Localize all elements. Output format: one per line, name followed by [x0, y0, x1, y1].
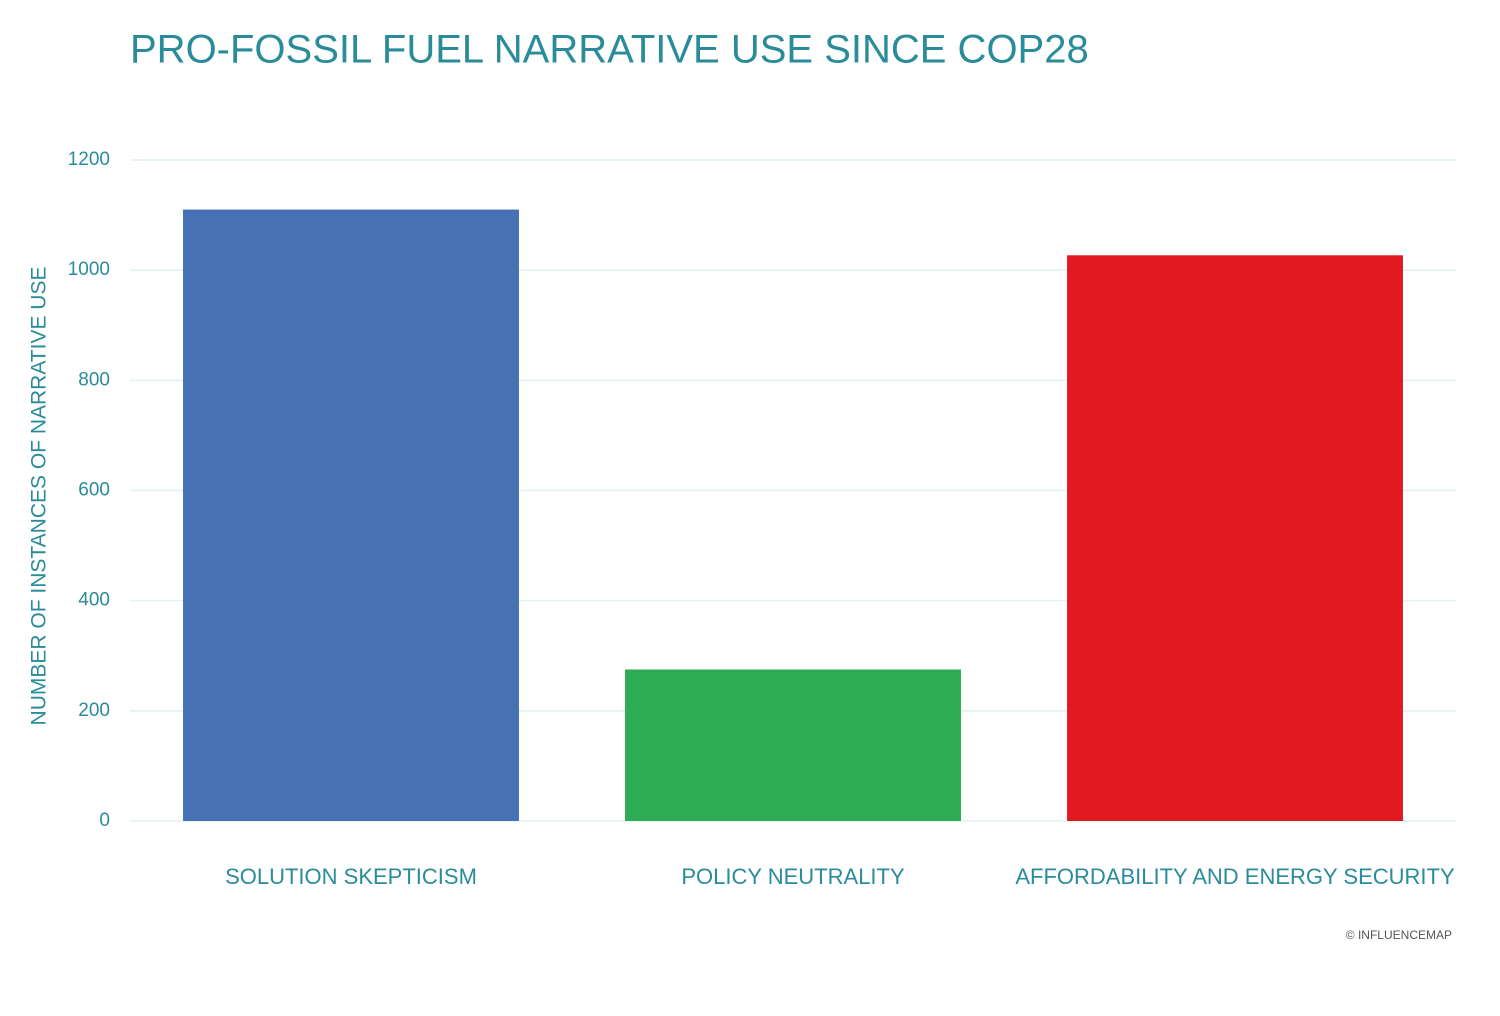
bar: [1067, 255, 1403, 821]
y-tick-label: 400: [78, 590, 110, 611]
y-tick-label: 200: [78, 700, 110, 721]
y-tick-label: 600: [78, 480, 110, 501]
x-tick-label: POLICY NEUTRALITY: [681, 864, 905, 889]
source: © INFLUENCEMAP: [1346, 928, 1452, 942]
chart-title: PRO-FOSSIL FUEL NARRATIVE USE SINCE COP2…: [130, 28, 1089, 72]
y-tick-label: 800: [78, 369, 110, 390]
bar: [183, 209, 519, 821]
bar: [625, 669, 961, 821]
x-tick-label: AFFORDABILITY AND ENERGY SECURITY: [1015, 864, 1455, 889]
x-tick-label: SOLUTION SKEPTICISM: [225, 864, 477, 889]
y-tick-label: 0: [99, 810, 110, 831]
y-tick-label: 1200: [68, 149, 110, 170]
y-axis-label: NUMBER OF INSTANCES OF NARRATIVE USE: [28, 267, 51, 726]
y-tick-label: 1000: [68, 259, 110, 280]
